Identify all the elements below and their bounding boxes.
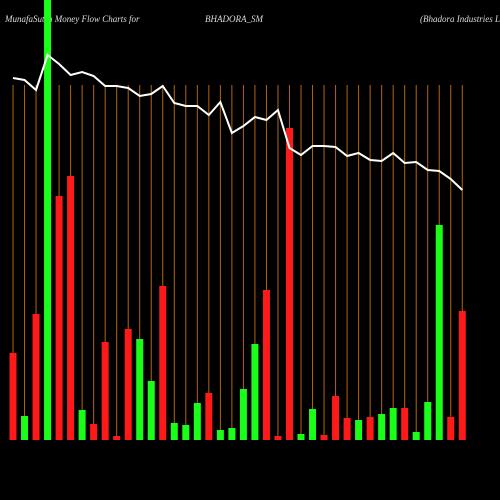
bar: [21, 416, 29, 440]
bar: [147, 381, 155, 440]
bar: [366, 417, 374, 440]
bar: [378, 414, 386, 440]
bar: [67, 176, 75, 440]
bar: [113, 436, 121, 440]
bar: [101, 342, 109, 440]
bar: [274, 436, 282, 440]
bar: [9, 353, 17, 440]
bar: [332, 396, 340, 440]
chart-title: MunafaSutra Money Flow Charts for: [4, 14, 140, 24]
bar: [193, 403, 201, 440]
bar: [251, 344, 259, 440]
bar: [32, 314, 40, 440]
price-line: [12, 53, 463, 191]
chart-symbol: BHADORA_SM: [205, 14, 263, 24]
bar: [124, 329, 132, 440]
bar: [389, 408, 397, 440]
bar: [262, 290, 270, 440]
bar: [182, 425, 190, 440]
bar: [239, 389, 247, 440]
bar: [170, 423, 178, 440]
bar: [44, 0, 52, 440]
bar: [447, 417, 455, 440]
bar: [297, 434, 305, 440]
bar: [55, 196, 63, 440]
bar: [401, 408, 409, 440]
chart-subtitle: (Bhadora Industries Limited): [420, 14, 500, 24]
bar: [228, 428, 236, 440]
bar: [412, 432, 420, 440]
bar: [216, 430, 224, 440]
bar: [320, 435, 328, 440]
bar: [309, 409, 317, 440]
bar: [285, 128, 293, 440]
bar: [90, 424, 98, 440]
bar: [205, 393, 213, 440]
bar: [159, 286, 167, 440]
bar: [343, 418, 351, 440]
bar: [424, 402, 432, 440]
bar: [136, 339, 144, 440]
bar: [458, 311, 466, 440]
bar: [78, 410, 86, 440]
bar: [435, 225, 443, 440]
bar: [355, 420, 363, 440]
